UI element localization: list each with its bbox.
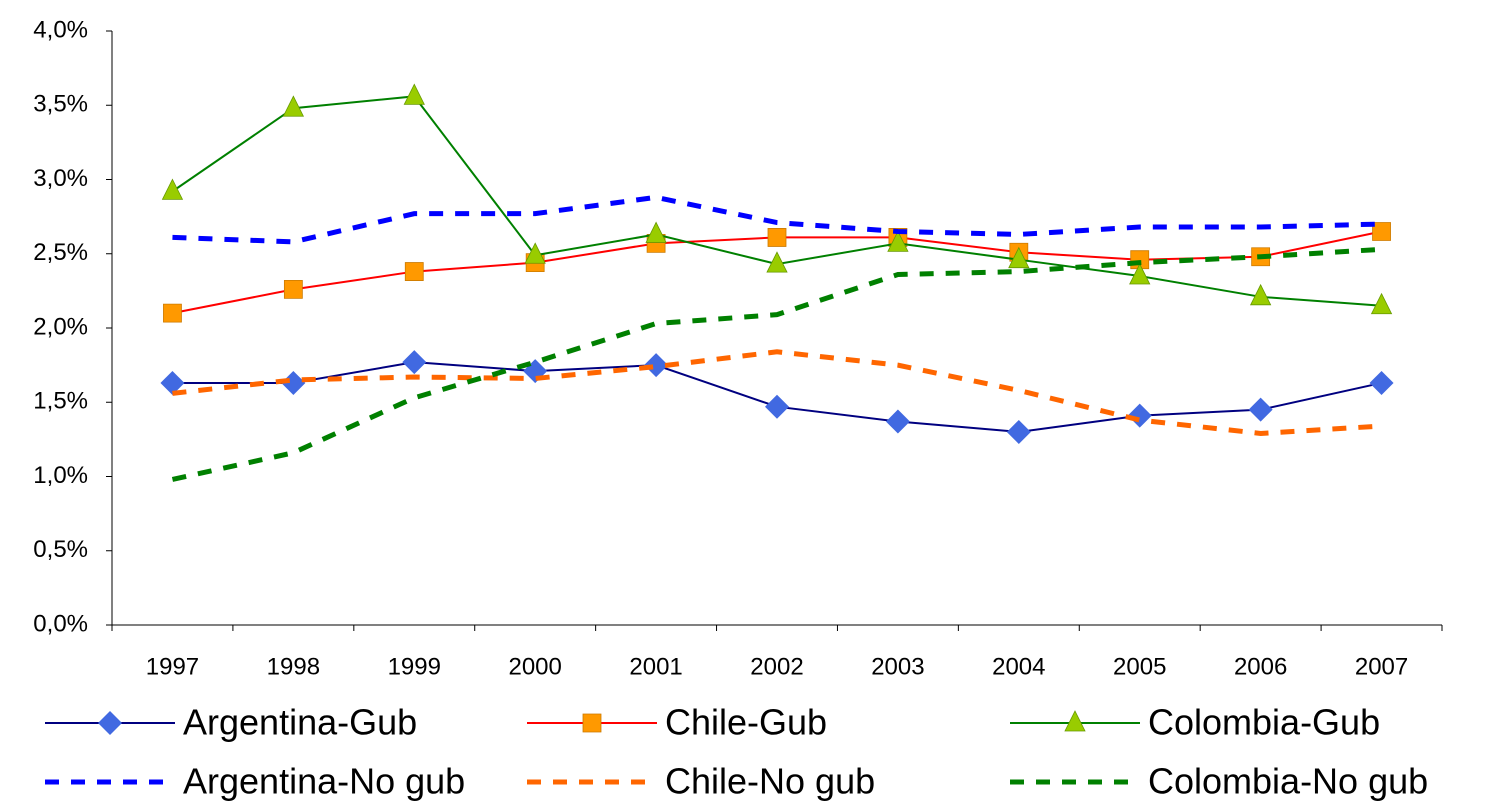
data-point xyxy=(766,251,788,273)
data-point xyxy=(160,370,185,395)
data-point xyxy=(1127,403,1152,428)
legend-label: Colombia-No gub xyxy=(1148,761,1428,802)
data-point xyxy=(283,279,303,299)
data-point xyxy=(644,353,669,378)
y-tick-label: 0,5% xyxy=(33,536,88,563)
x-tick-label: 1998 xyxy=(267,653,320,680)
x-tick-label: 2004 xyxy=(992,653,1045,680)
y-tick-label: 3,5% xyxy=(33,91,88,118)
x-tick-label: 1999 xyxy=(388,653,441,680)
series-line xyxy=(171,95,1382,307)
data-point xyxy=(1006,419,1031,444)
legend-label: Argentina-No gub xyxy=(183,761,465,802)
y-tick-label: 3,0% xyxy=(33,165,88,192)
data-point xyxy=(524,242,546,264)
data-point xyxy=(1249,283,1272,306)
data-point xyxy=(1008,246,1030,269)
x-tick-label: 2006 xyxy=(1234,653,1287,680)
data-point xyxy=(1369,370,1394,395)
x-tick-label: 1997 xyxy=(146,653,199,680)
x-tick-label: 2003 xyxy=(871,653,924,680)
series-line xyxy=(172,349,1382,436)
data-point xyxy=(645,221,667,243)
y-tick-label: 4,0% xyxy=(33,16,88,43)
legend-marker xyxy=(582,713,602,733)
data-point xyxy=(1372,222,1391,241)
x-tick-label: 2005 xyxy=(1113,653,1166,680)
series-line xyxy=(172,194,1382,245)
data-point xyxy=(402,350,427,375)
y-tick-label: 1,5% xyxy=(33,388,88,415)
data-point xyxy=(282,95,305,117)
y-tick-label: 2,5% xyxy=(33,239,88,266)
y-tick-label: 2,0% xyxy=(33,313,88,340)
x-tick-label: 2007 xyxy=(1355,653,1408,680)
data-point xyxy=(403,83,425,105)
legend-label: Chile-No gub xyxy=(665,761,875,802)
data-point xyxy=(281,370,306,395)
x-tick-label: 2001 xyxy=(629,653,682,680)
y-tick-label: 1,0% xyxy=(33,462,88,489)
data-point xyxy=(161,178,184,200)
data-point xyxy=(163,303,182,323)
data-point xyxy=(1370,292,1393,315)
legend-label: Colombia-Gub xyxy=(1148,702,1380,743)
series-line xyxy=(171,246,1382,482)
legend-marker xyxy=(98,711,122,735)
legend-marker xyxy=(1064,710,1086,732)
data-point xyxy=(1248,397,1273,422)
data-point xyxy=(887,230,909,252)
data-point xyxy=(1129,263,1151,285)
y-tick-label: 0,0% xyxy=(33,610,88,637)
x-tick-label: 2002 xyxy=(750,653,803,680)
data-point xyxy=(767,228,787,247)
data-point xyxy=(765,394,789,419)
legend-label: Chile-Gub xyxy=(665,702,827,743)
data-point xyxy=(885,409,910,434)
legend-label: Argentina-Gub xyxy=(183,702,417,743)
data-point xyxy=(404,262,424,281)
x-tick-label: 2000 xyxy=(508,653,561,680)
